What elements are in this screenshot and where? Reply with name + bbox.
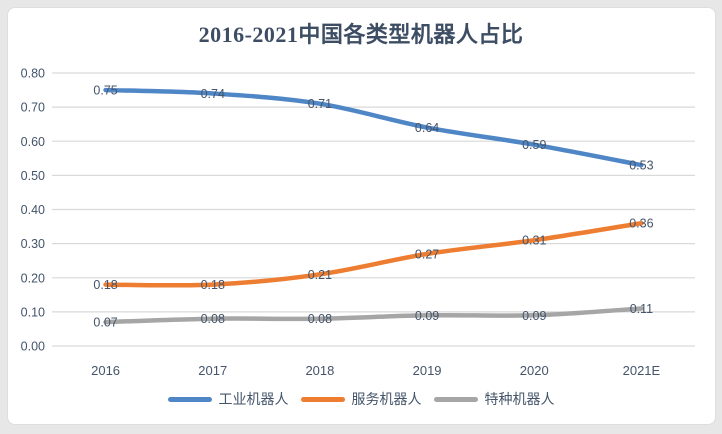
y-axis-tick-label: 0.00 [21, 340, 45, 354]
data-label-series-2: 0.09 [522, 309, 546, 323]
legend-item-industrial-robots: 工业机器人 [167, 389, 289, 409]
data-label-series-2: 0.07 [93, 316, 117, 330]
legend-item-special-robots: 特种机器人 [433, 389, 555, 409]
legend-label-industrial-robots: 工业机器人 [218, 391, 289, 407]
x-axis-tick-label: 2020 [520, 363, 549, 378]
data-label-series-0: 0.53 [629, 159, 653, 173]
y-axis-tick-label: 0.50 [21, 169, 45, 183]
chart-title: 2016-2021中国各类型机器人占比 [198, 22, 524, 47]
data-label-series-2: 0.08 [308, 312, 332, 326]
series-line-0 [103, 87, 644, 168]
data-label-series-0: 0.59 [522, 138, 546, 152]
data-label-series-0: 0.64 [415, 121, 439, 135]
y-axis-tick-label: 0.10 [21, 305, 45, 319]
legend-item-service-robots: 服务机器人 [300, 389, 422, 409]
y-axis-tick-label: 0.60 [21, 135, 45, 149]
x-axis-tick-label: 2016 [91, 363, 120, 378]
y-axis-tick-label: 0.30 [21, 237, 45, 251]
y-axis-tick-label: 0.40 [21, 203, 45, 217]
legend-label-special-robots: 特种机器人 [484, 391, 555, 407]
data-label-series-1: 0.31 [522, 234, 546, 248]
data-label-series-2: 0.08 [201, 312, 225, 326]
legend-swatch-service-robots [300, 396, 345, 402]
legend-swatch-special-robots [433, 396, 478, 402]
y-axis-tick-label: 0.80 [21, 67, 45, 81]
data-label-series-1: 0.18 [93, 278, 117, 292]
data-label-series-0: 0.71 [308, 97, 332, 111]
data-label-series-1: 0.36 [629, 217, 653, 231]
x-axis-tick-label: 2018 [305, 363, 334, 378]
chart-card [7, 7, 716, 425]
chart-legend: 工业机器人 服务机器人 特种机器人 [0, 389, 722, 409]
y-axis-tick-label: 0.20 [21, 271, 45, 285]
series-line-2 [103, 306, 644, 325]
legend-swatch-industrial-robots [167, 396, 212, 402]
data-label-series-0: 0.74 [201, 87, 225, 101]
x-axis-tick-label: 2017 [198, 363, 227, 378]
x-axis-tick-label: 2019 [413, 363, 442, 378]
data-label-series-0: 0.75 [93, 84, 117, 98]
data-label-series-1: 0.21 [308, 268, 332, 282]
legend-label-service-robots: 服务机器人 [351, 391, 422, 407]
x-axis-tick-label: 2021E [623, 363, 661, 378]
y-axis-tick-label: 0.70 [21, 101, 45, 115]
data-label-series-1: 0.18 [201, 278, 225, 292]
series-line-1 [103, 220, 644, 288]
data-label-series-1: 0.27 [415, 247, 439, 261]
data-label-series-2: 0.11 [630, 302, 653, 316]
data-label-series-2: 0.09 [415, 309, 439, 323]
